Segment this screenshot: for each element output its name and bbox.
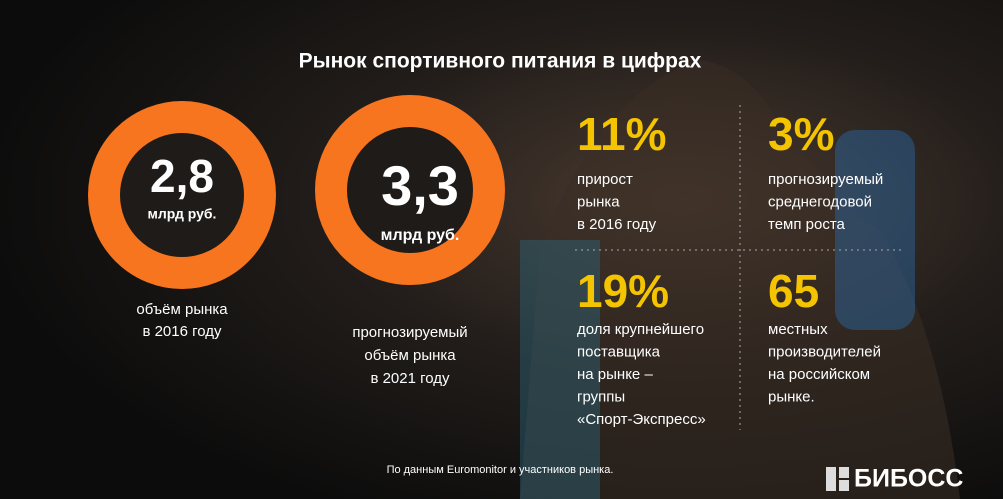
stat-value: 19% — [577, 265, 669, 317]
caption: рынке. — [768, 388, 815, 405]
caption: прогнозируемый — [768, 171, 883, 188]
footnote: По данным Euromonitor и участников рынка… — [387, 464, 614, 476]
circle-unit: млрд руб. — [381, 227, 460, 244]
caption: на рынке – — [577, 366, 653, 383]
caption: среднегодовой — [768, 193, 872, 210]
caption: прогнозируемый — [352, 324, 467, 341]
caption: «Спорт-Экспресс» — [577, 411, 706, 428]
caption: на российском — [768, 366, 870, 383]
caption: темп роста — [768, 216, 846, 233]
caption: группы — [577, 388, 625, 405]
logo: БИБОСС — [826, 465, 963, 493]
caption: в 2021 году — [370, 370, 450, 387]
logo-icon — [826, 467, 836, 491]
stats: 11% прирост рынка в 2016 году 3% прогнозируем… — [577, 108, 883, 428]
caption: объём рынка — [364, 347, 456, 364]
caption: объём рынка — [136, 301, 228, 318]
stat-value: 3% — [768, 108, 834, 160]
caption: рынка — [577, 193, 620, 210]
circle-value: 3,3 — [381, 154, 459, 217]
title: Рынок спортивного питания в цифрах — [299, 50, 702, 73]
caption: поставщика — [577, 343, 661, 360]
caption: производителей — [768, 343, 881, 360]
ring — [88, 101, 276, 289]
logo-text: БИБОСС — [854, 465, 963, 493]
ring — [315, 95, 505, 285]
towel — [520, 240, 600, 499]
logo-icon — [839, 480, 849, 491]
caption: в 2016 году — [577, 216, 657, 233]
caption: прирост — [577, 171, 633, 188]
logo-icon — [839, 467, 849, 478]
circle-unit: млрд руб. — [148, 206, 217, 222]
caption: доля крупнейшего — [577, 321, 704, 338]
caption: в 2016 году — [142, 323, 222, 340]
circle-value: 2,8 — [150, 150, 214, 202]
stat-value: 65 — [768, 265, 819, 317]
caption: местных — [768, 321, 828, 338]
stat-value: 11% — [577, 108, 667, 160]
shaker — [835, 130, 915, 330]
